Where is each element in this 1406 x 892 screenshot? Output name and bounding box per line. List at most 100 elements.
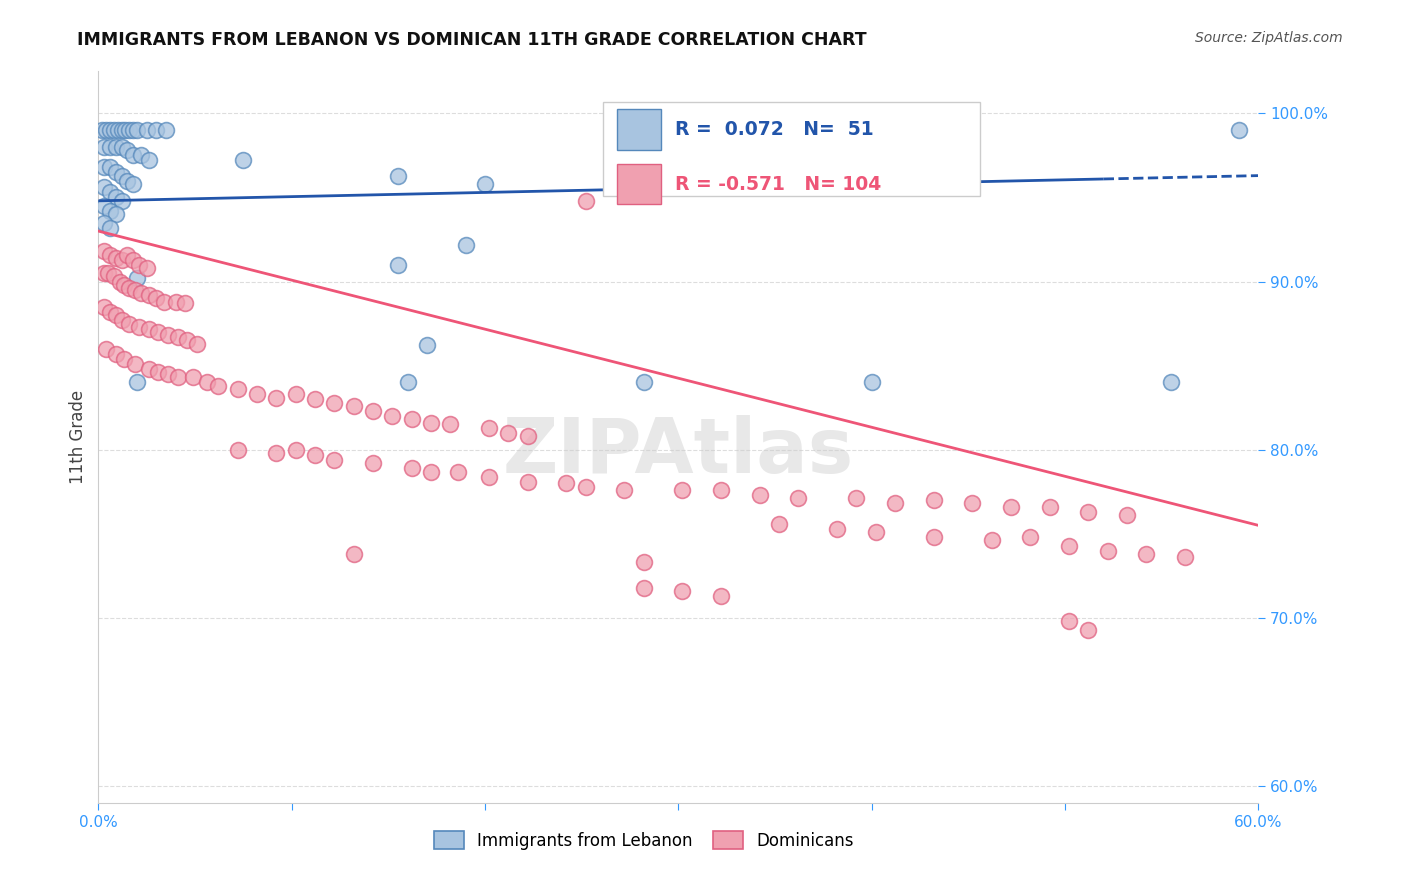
Point [108,275,131,289]
Point [671,483,693,497]
Point [145,123,167,137]
Point [138,321,160,335]
Point [98,140,121,154]
Point [323,452,346,467]
Point [1174,550,1197,565]
Point [127,271,149,285]
Point [128,258,150,272]
Point [93,244,115,259]
Point [111,123,132,137]
Point [128,320,150,334]
Point [284,387,307,401]
Point [575,194,598,208]
Point [93,160,115,174]
Point [962,496,984,510]
Point [148,365,170,379]
Point [1039,500,1062,514]
Point [401,412,423,426]
Point [111,140,132,154]
Point [117,144,139,158]
Point [118,317,141,331]
Point [474,177,496,191]
Point [633,555,655,569]
Point [613,483,636,497]
Point [186,336,208,351]
Point [93,199,115,213]
Point [1057,539,1080,553]
Point [138,288,160,302]
Point [112,351,135,366]
Point [96,342,118,356]
Point [117,174,139,188]
Point [416,338,439,352]
Point [1077,623,1099,637]
Point [387,169,409,183]
Point [396,376,419,390]
Point [98,247,121,261]
Point [124,357,146,371]
Point [304,448,326,462]
Text: R =  0.072   N=  51: R = 0.072 N= 51 [675,120,873,139]
Point [157,367,180,381]
Point [207,379,229,393]
Point [107,123,129,137]
Point [98,123,121,137]
Point [117,247,139,261]
Point [232,153,254,168]
Point [98,203,121,218]
Point [153,294,176,309]
Point [104,251,127,265]
Point [710,483,733,497]
Point [138,362,160,376]
Point [768,516,790,531]
Point [284,442,307,457]
Point [98,186,121,200]
Point [748,488,770,502]
Point [323,395,346,409]
Point [155,123,177,137]
Point [264,391,288,405]
Point [478,421,501,435]
Point [1135,547,1157,561]
Point [93,216,115,230]
Point [124,283,146,297]
Text: ZIPAtlas: ZIPAtlas [503,415,853,489]
Legend: Immigrants from Lebanon, Dominicans: Immigrants from Lebanon, Dominicans [427,824,860,856]
Point [1077,505,1099,519]
Point [118,123,141,137]
Point [304,392,326,407]
Point [633,581,655,595]
Point [1160,376,1182,390]
Point [112,277,135,292]
Point [135,261,157,276]
Point [127,123,149,137]
Point [516,429,538,443]
Point [93,300,115,314]
Point [104,190,127,204]
Point [145,291,167,305]
Point [516,475,538,489]
Point [118,281,141,295]
Point [865,525,887,540]
Point [710,589,733,603]
Y-axis label: 11th Grade: 11th Grade [69,390,87,484]
Point [1019,530,1042,544]
Point [226,382,249,396]
Point [103,269,125,284]
Point [111,194,132,208]
Point [122,177,145,191]
Point [1000,500,1022,514]
Point [387,258,409,272]
Point [129,286,152,301]
Point [1097,543,1119,558]
Point [361,456,384,470]
Text: R = -0.571   N= 104: R = -0.571 N= 104 [675,175,882,194]
Point [825,522,848,536]
Point [93,140,115,154]
Point [343,547,366,561]
Point [420,465,443,479]
Point [980,533,1002,548]
Point [845,491,868,506]
Point [166,330,188,344]
Point [104,207,127,221]
